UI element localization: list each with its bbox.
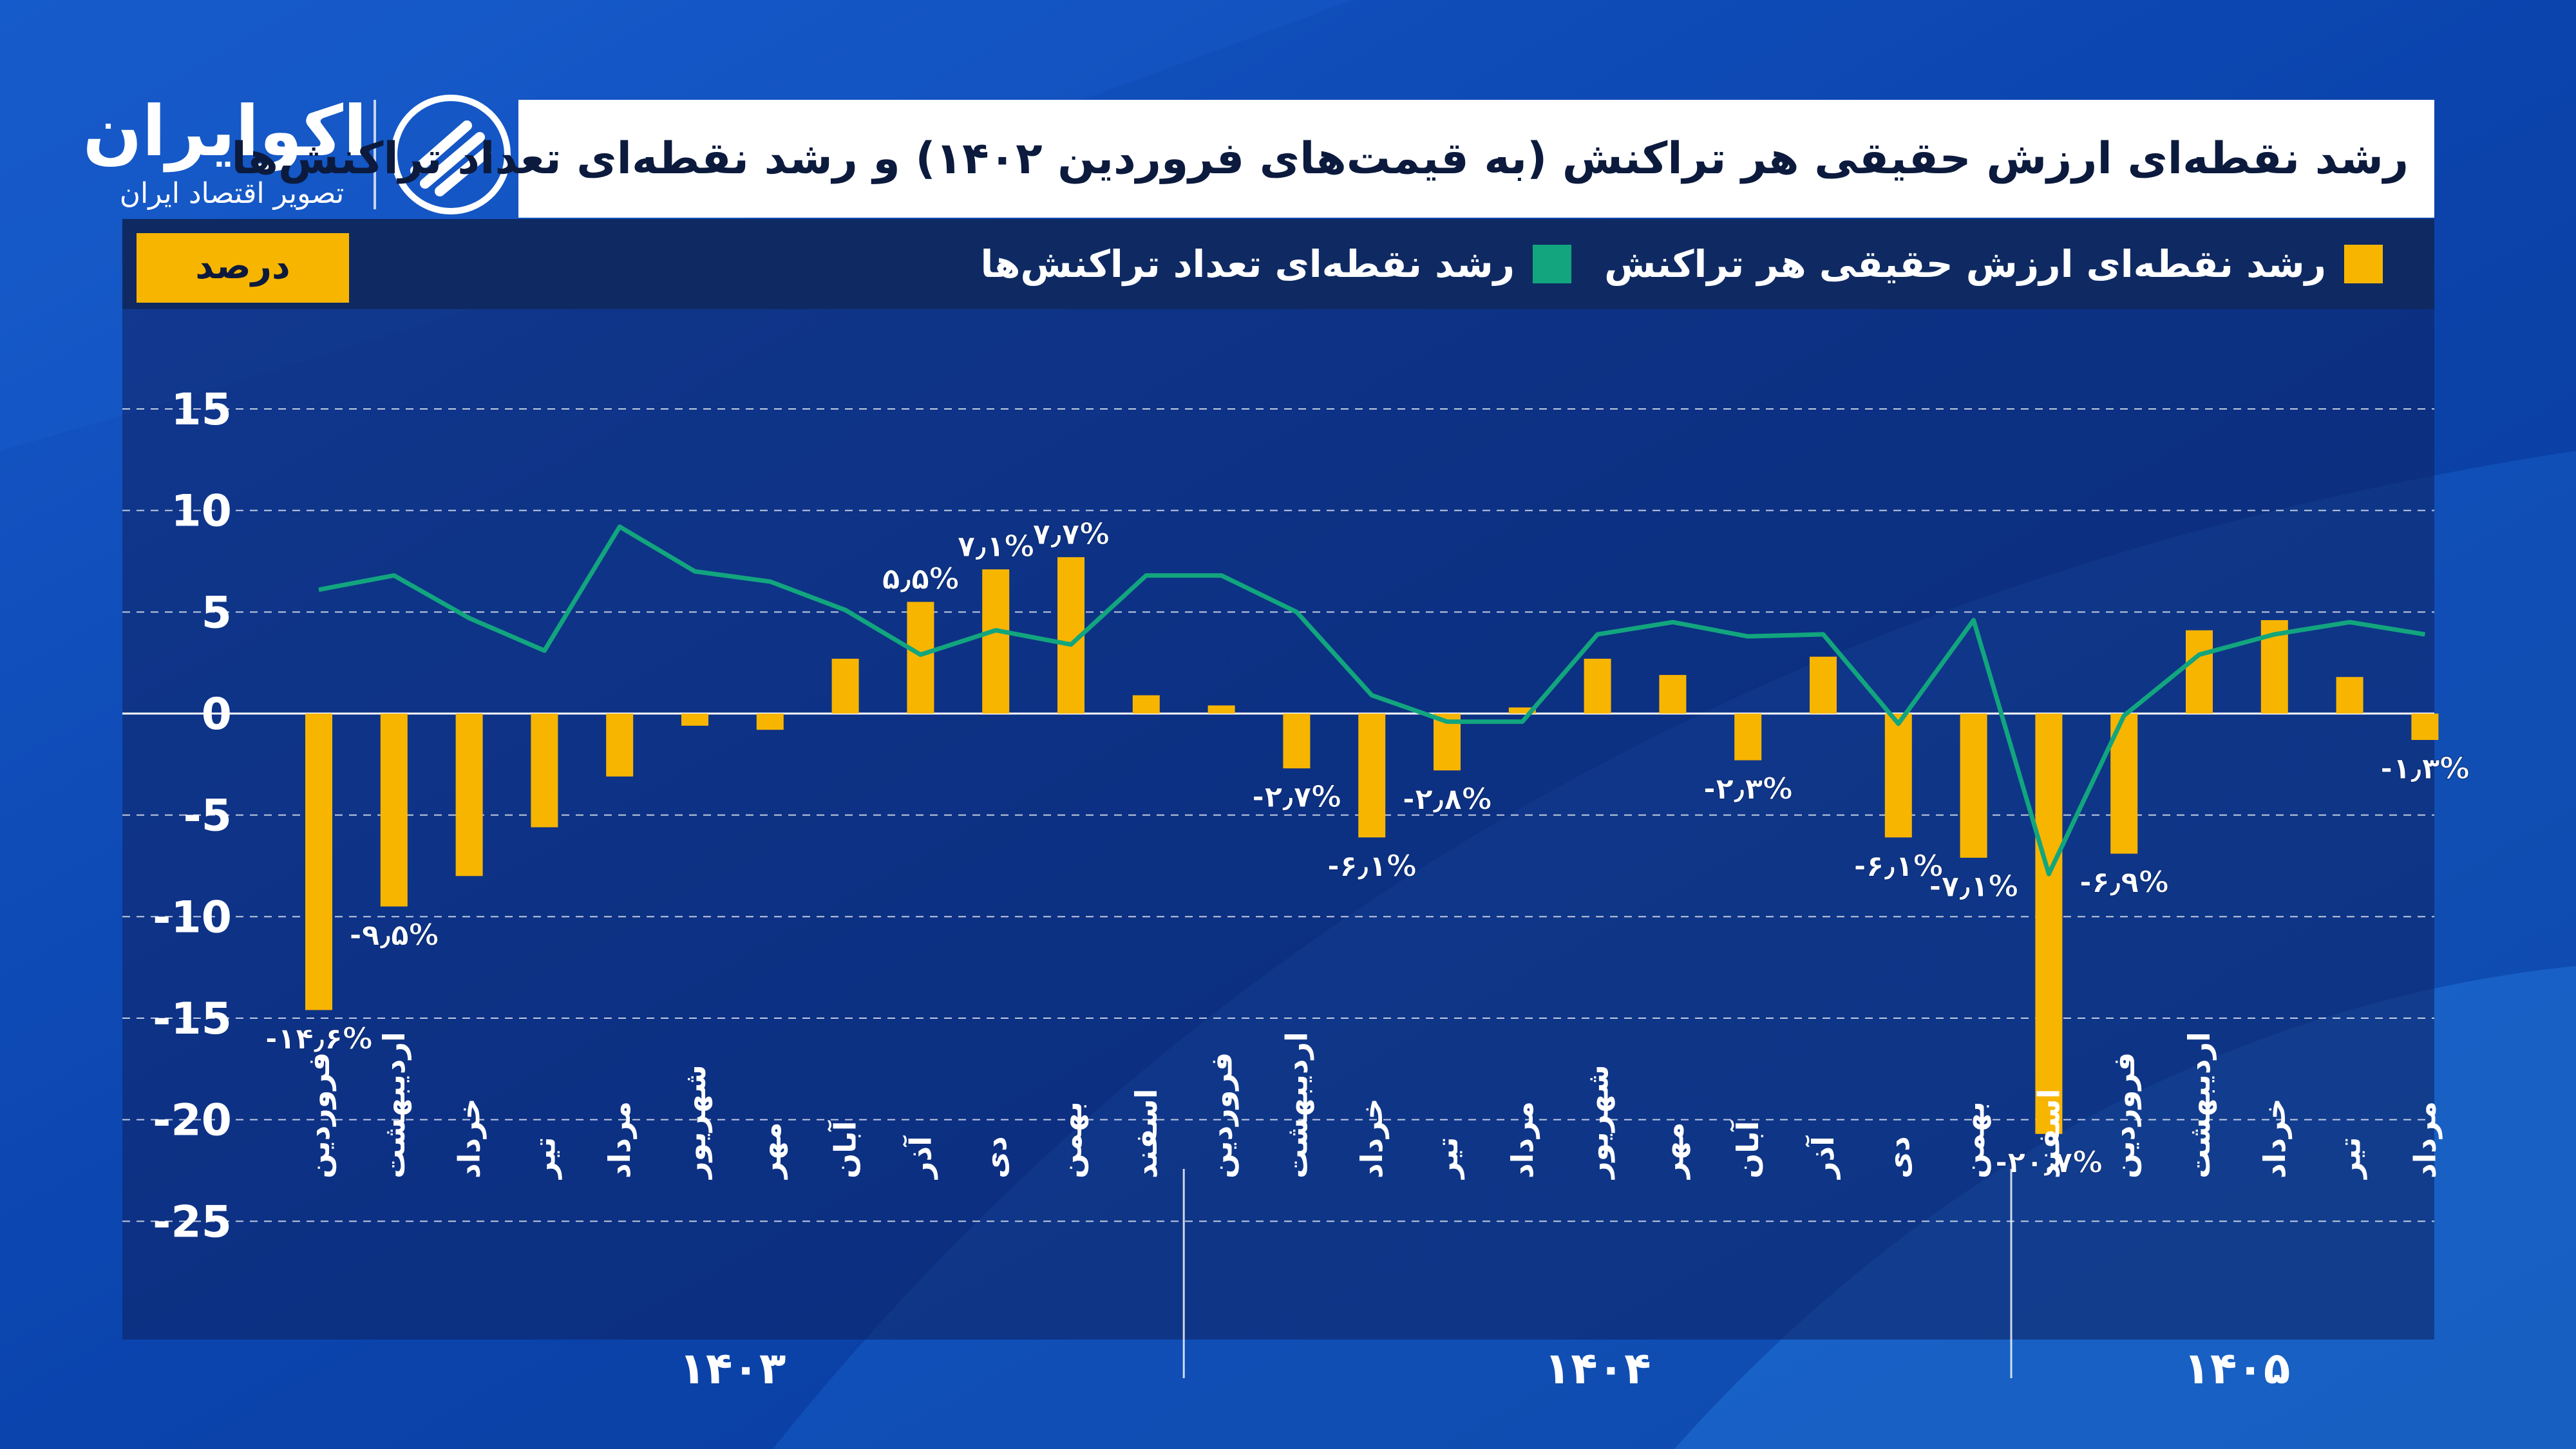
y-tick-label: 5 (202, 587, 232, 638)
bar-data-label: -۱٫۳% (2380, 751, 2470, 786)
y-tick-label: -25 (153, 1197, 232, 1247)
unit-label: درصد (137, 233, 349, 303)
legend-label-line: رشد نقطه‌ای تعداد تراکنش‌ها (980, 242, 1515, 286)
bar (606, 714, 634, 777)
bar (2186, 630, 2213, 714)
logo-divider (374, 100, 376, 209)
y-tick-label: -15 (153, 994, 232, 1045)
bar (982, 569, 1010, 714)
x-tick-label: مرداد (1505, 1101, 1540, 1179)
x-tick-label: آذر (902, 1135, 938, 1180)
x-tick-label: فروردین (1204, 1052, 1239, 1179)
x-tick-label: تیر (527, 1137, 562, 1180)
bar (1358, 714, 1386, 838)
bar-data-label: -۲۰٫۷% (1995, 1145, 2103, 1180)
bar-data-label: -۲٫۳% (1703, 772, 1793, 806)
x-tick-label: آبان (828, 1120, 863, 1179)
bar-data-label: -۲٫۷% (1252, 779, 1341, 814)
x-tick-label: فروردین (301, 1052, 336, 1179)
bar (531, 714, 558, 828)
year-label: ۱۴۰۳ (679, 1343, 786, 1394)
legend-item-line: رشد نقطه‌ای تعداد تراکنش‌ها (980, 238, 1571, 290)
legend-item-bar: رشد نقطه‌ای ارزش حقیقی هر تراکنش (1604, 238, 2383, 290)
bar (1508, 707, 1536, 714)
y-tick-label: -20 (153, 1095, 232, 1146)
bar (1584, 658, 1611, 714)
bar (305, 714, 332, 1010)
y-tick-label: 10 (171, 486, 232, 537)
x-tick-label: خرداد (2257, 1098, 2292, 1179)
bar (455, 714, 483, 876)
brand-name: اکوایران (82, 91, 368, 172)
y-tick-label: 0 (202, 689, 232, 740)
bar-data-label: -۶٫۱% (1327, 848, 1417, 883)
x-tick-label: اردیبهشت (377, 1032, 412, 1179)
bar (681, 714, 708, 726)
line-series (318, 524, 2425, 876)
bar-data-label: ۷٫۷% (1032, 516, 1109, 551)
bar (2336, 677, 2363, 714)
legend-bar: درصد رشد نقطه‌ای ارزش حقیقی هر تراکنش رش… (122, 219, 2434, 309)
legend-label-bar: رشد نقطه‌ای ارزش حقیقی هر تراکنش (1604, 242, 2326, 286)
title-box: رشد نقطه‌ای ارزش حقیقی هر تراکنش (به قیم… (231, 100, 2434, 218)
legend-swatch-bar (2344, 245, 2383, 283)
bar (907, 601, 934, 714)
x-tick-label: فروردین (2107, 1052, 2141, 1179)
bar (2411, 714, 2439, 740)
bar-data-label: -۷٫۱% (1929, 869, 2018, 904)
x-tick-label: شهریور (677, 1065, 712, 1180)
bar (380, 714, 408, 907)
x-tick-label: آذر (1805, 1135, 1841, 1180)
x-tick-label: دی (1881, 1136, 1916, 1179)
x-tick-label: مهر (1655, 1122, 1690, 1180)
bar (1208, 705, 1235, 714)
x-tick-label: اسفند (1129, 1089, 1164, 1179)
bar (1659, 675, 1687, 714)
x-tick-label: بهمن (1054, 1101, 1088, 1179)
x-tick-label: بهمن (1956, 1101, 1991, 1179)
x-tick-label: آبان (1730, 1120, 1765, 1179)
x-tick-label: اردیبهشت (2182, 1032, 2217, 1179)
x-tick-label: تیر (1430, 1137, 1464, 1180)
bar (2035, 714, 2063, 1134)
x-tick-label: خرداد (1354, 1098, 1389, 1179)
bar (756, 714, 784, 730)
y-tick-label: -5 (183, 791, 232, 842)
x-tick-label: مرداد (2407, 1101, 2442, 1179)
bar-data-label: -۲٫۸% (1403, 781, 1492, 816)
bar (1734, 714, 1762, 761)
legend-swatch-line (1533, 245, 1571, 283)
year-label: ۱۴۰۵ (2183, 1343, 2290, 1394)
bar-data-label: ۷٫۱% (957, 529, 1034, 564)
bar (1132, 695, 1160, 714)
bar-data-label: -۹٫۵% (350, 918, 439, 952)
bar-data-label: -۱۴٫۶% (265, 1021, 373, 1056)
bar (1810, 656, 1837, 714)
y-tick-label: 15 (171, 384, 232, 435)
bar-data-label: ۵٫۵% (882, 562, 959, 596)
x-tick-label: تیر (2333, 1137, 2367, 1180)
logo-icon (391, 95, 511, 214)
x-tick-label: دی (978, 1136, 1013, 1179)
year-label: ۱۴۰۴ (1544, 1343, 1651, 1394)
x-tick-label: اسفند (2031, 1089, 2066, 1179)
x-tick-label: مرداد (602, 1101, 637, 1179)
brand-logo: اکوایران تصویر اقتصاد ایران (82, 91, 511, 216)
x-tick-label: خرداد (452, 1098, 487, 1179)
x-tick-label: شهریور (1580, 1065, 1615, 1180)
x-tick-label: اردیبهشت (1279, 1032, 1314, 1179)
bar (1960, 714, 1987, 858)
bar-data-label: -۶٫۹% (2079, 865, 2169, 900)
y-tick-label: -10 (153, 892, 232, 943)
bar-data-label: -۶٫۱% (1854, 848, 1944, 883)
bar (831, 658, 859, 714)
x-tick-label: مهر (753, 1122, 788, 1180)
brand-tagline: تصویر اقتصاد ایران (119, 177, 345, 210)
bar (1884, 714, 1912, 838)
chart-title: رشد نقطه‌ای ارزش حقیقی هر تراکنش (به قیم… (231, 133, 2409, 184)
bar (1283, 714, 1311, 769)
